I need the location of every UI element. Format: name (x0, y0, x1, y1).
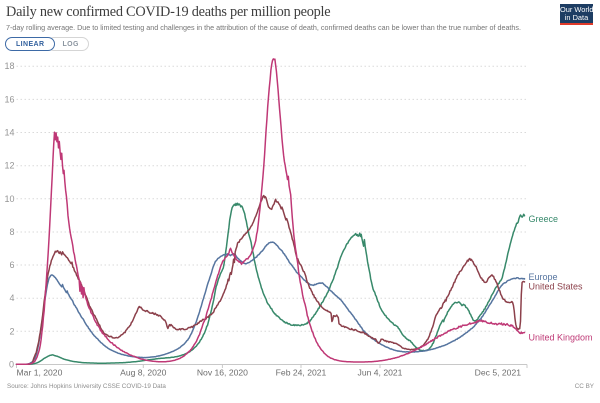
svg-text:Europe: Europe (529, 272, 558, 282)
svg-text:Aug 8, 2020: Aug 8, 2020 (120, 368, 167, 378)
svg-text:Dec 5, 2021: Dec 5, 2021 (475, 368, 522, 378)
svg-text:Nov 16, 2020: Nov 16, 2020 (197, 368, 248, 378)
svg-text:12: 12 (4, 161, 14, 171)
svg-text:Jun 4, 2021: Jun 4, 2021 (358, 368, 403, 378)
svg-text:16: 16 (4, 94, 14, 104)
svg-text:6: 6 (9, 260, 14, 270)
svg-text:14: 14 (4, 128, 14, 138)
svg-text:10: 10 (4, 194, 14, 204)
svg-text:United States: United States (529, 282, 584, 292)
svg-text:Mar 1, 2020: Mar 1, 2020 (17, 368, 63, 378)
svg-text:Feb 24, 2021: Feb 24, 2021 (276, 368, 327, 378)
svg-text:2: 2 (9, 326, 14, 336)
svg-text:0: 0 (9, 360, 14, 370)
svg-text:8: 8 (9, 227, 14, 237)
svg-text:4: 4 (9, 293, 14, 303)
svg-text:Greece: Greece (529, 214, 559, 224)
svg-text:18: 18 (4, 61, 14, 71)
svg-text:United Kingdom: United Kingdom (529, 333, 593, 343)
